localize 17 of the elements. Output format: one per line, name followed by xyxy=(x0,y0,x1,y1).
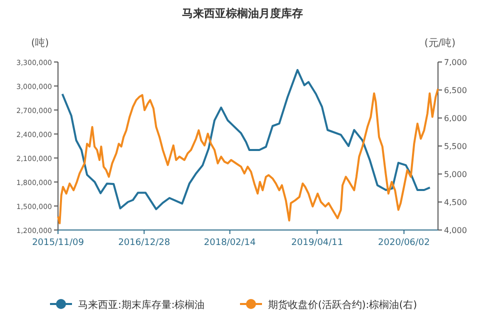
y-axis-title: (吨) xyxy=(31,37,49,49)
x-tick-label: 2020/06/02 xyxy=(378,238,430,248)
y2-tick-label: 6,000 xyxy=(444,114,467,123)
x-tick-label: 2019/04/11 xyxy=(291,238,344,248)
title: 马来西亚棕榈油月度库存 xyxy=(182,7,303,20)
y2-tick-label: 4,000 xyxy=(444,226,467,235)
y2-tick-label: 6,500 xyxy=(444,86,467,95)
y2-axis-title: (元/吨) xyxy=(424,37,456,49)
y2-tick-label: 5,500 xyxy=(444,142,467,151)
legend-label: 期货收盘价(活跃合约):棕榈油(右) xyxy=(268,299,418,311)
y2-tick-label: 5,000 xyxy=(444,170,467,179)
x-tick-label: 2016/12/28 xyxy=(118,238,170,248)
y2-tick-label: 7,000 xyxy=(444,58,467,67)
y2-tick-label: 4,500 xyxy=(444,198,467,207)
legend-label: 马来西亚:期末库存量:棕榈油 xyxy=(78,299,205,311)
x-tick-label: 2018/02/14 xyxy=(204,238,256,248)
x-tick-label: 2015/11/09 xyxy=(32,238,84,248)
